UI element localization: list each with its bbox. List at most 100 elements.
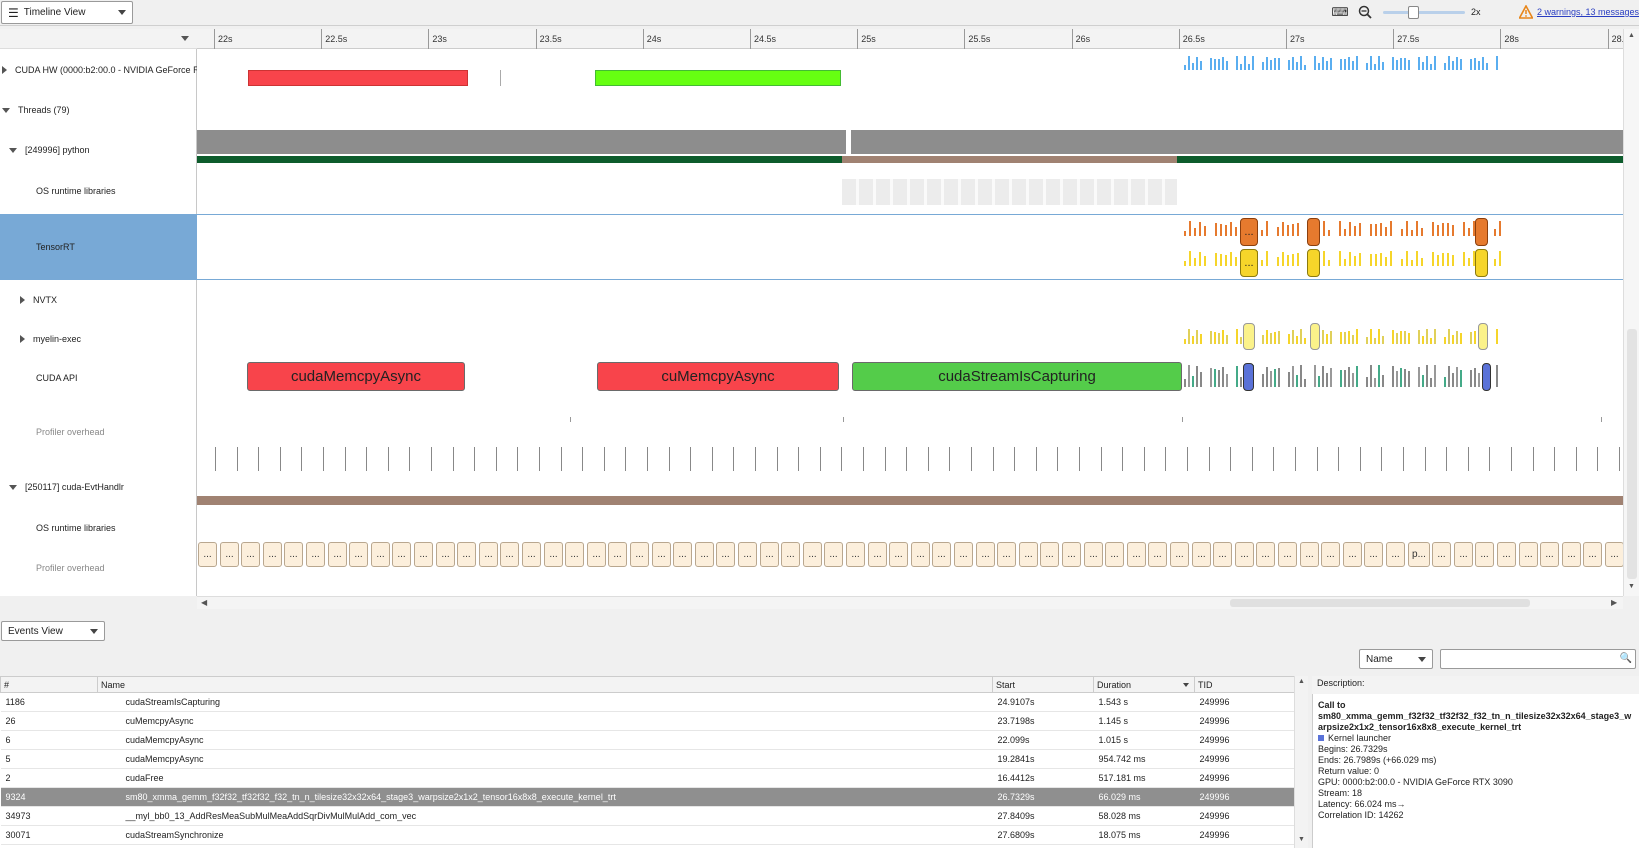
myelin-range-bar[interactable] (1296, 336, 1298, 344)
tensorrt-range-bar[interactable] (1473, 251, 1475, 266)
evt-os-runtime-cell[interactable]: ... (716, 542, 735, 567)
myelin-range-bar[interactable] (1236, 329, 1238, 344)
evt-os-runtime-cell[interactable]: ... (1386, 542, 1405, 567)
evt-os-runtime-cell[interactable]: ... (1127, 542, 1146, 567)
myelin-range-bar[interactable] (1352, 335, 1354, 344)
evt-os-runtime-cell[interactable]: ... (544, 542, 563, 567)
tensorrt-range-bar[interactable] (1432, 222, 1434, 236)
cuda-api-call-bar[interactable] (1382, 375, 1384, 387)
cuda-api-cuMemcpyAsync[interactable]: cuMemcpyAsync (597, 362, 839, 391)
tensorrt-range-bar[interactable] (1328, 260, 1330, 266)
expand-arrow-icon[interactable] (20, 335, 25, 343)
evt-os-runtime-cell[interactable]: ... (349, 542, 368, 567)
tensorrt-range-bar[interactable] (1390, 251, 1392, 266)
warnings-link[interactable]: 2 warnings, 13 messages (1537, 7, 1639, 17)
tensorrt-range-bar[interactable] (1277, 257, 1279, 266)
cuda-hw-kernel-bar[interactable] (1184, 65, 1186, 70)
evt-os-runtime-cell[interactable]: ... (1364, 542, 1383, 567)
tensorrt-range-bar[interactable] (1184, 261, 1186, 266)
myelin-range-bar[interactable] (1344, 332, 1346, 344)
evt-os-runtime-cell[interactable]: ... (846, 542, 865, 567)
tensorrt-range-bar[interactable] (1452, 225, 1454, 236)
cuda-hw-kernel-bar[interactable] (1314, 56, 1316, 70)
myelin-range-bar[interactable] (1496, 329, 1498, 344)
cuda-api-call-bar[interactable] (1378, 365, 1380, 387)
cuda-hw-kernel-bar[interactable] (1374, 64, 1376, 70)
cuda-hw-kernel-bar[interactable] (1422, 62, 1424, 70)
cuda-api-call-bar[interactable] (1218, 370, 1220, 387)
cuda-hw-kernel-bar[interactable] (1244, 56, 1246, 70)
table-row[interactable]: 30071 cudaStreamSynchronize 27.6809s 18.075… (0, 825, 1294, 845)
cuda-api-call-bar[interactable] (1270, 371, 1272, 387)
tensorrt-range-bar[interactable] (1282, 222, 1284, 236)
myelin-range-bar[interactable] (1400, 331, 1402, 344)
myelin-range-bar[interactable] (1218, 333, 1220, 344)
scroll-up-icon[interactable]: ▲ (1298, 678, 1305, 685)
myelin-range-bar[interactable] (1222, 330, 1224, 344)
evt-os-runtime-cell[interactable]: ... (500, 542, 519, 567)
tensorrt-range-bar[interactable] (1199, 252, 1201, 266)
cuda-hw-kernel-bar[interactable] (1252, 56, 1254, 70)
myelin-range-bar[interactable] (1452, 335, 1454, 344)
evt-os-runtime-cell[interactable]: ... (803, 542, 822, 567)
cuda-api-call-bar[interactable] (1470, 370, 1472, 387)
myelin-range-bar[interactable] (1262, 335, 1264, 344)
myelin-range-bar[interactable] (1326, 334, 1328, 344)
evt-os-runtime-cell[interactable]: ... (328, 542, 347, 567)
tensorrt-range-bar[interactable] (1421, 258, 1423, 266)
tensorrt-range-bar[interactable] (1230, 252, 1232, 266)
myelin-range-1[interactable] (1243, 323, 1255, 350)
cuda-api-call-bar[interactable] (1322, 366, 1324, 387)
evt-os-runtime-cell[interactable]: ... (868, 542, 887, 567)
cuda-hw-kernel-bar[interactable] (1330, 58, 1332, 70)
evt-os-runtime-cell[interactable]: ... (673, 542, 692, 567)
evt-os-runtime-cell[interactable]: ... (1497, 542, 1516, 567)
tensorrt-range-bar[interactable] (1494, 229, 1496, 236)
cuda-api-call-bar[interactable] (1262, 374, 1264, 387)
evt-os-runtime-cell[interactable]: ... (1235, 542, 1254, 567)
tensorrt-range-bar[interactable] (1287, 255, 1289, 266)
tensorrt-range-bar[interactable] (1499, 251, 1501, 266)
tensorrt-range-bar[interactable] (1442, 253, 1444, 266)
myelin-range-bar[interactable] (1274, 332, 1276, 344)
evt-os-runtime-cell[interactable]: ... (1040, 542, 1059, 567)
evt-os-runtime-cell[interactable]: ... (1105, 542, 1124, 567)
cuda-api-call-bar[interactable] (1196, 366, 1198, 387)
table-row[interactable]: 1186 cudaStreamIsCapturing 24.9107s 1.543 s… (0, 692, 1294, 712)
tensorrt-range-bar[interactable] (1194, 258, 1196, 266)
row-profiler-overhead-2[interactable]: Profiler overhead (0, 549, 197, 587)
evt-os-runtime-cell[interactable]: ... (220, 542, 239, 567)
myelin-range-bar[interactable] (1460, 333, 1462, 344)
vertical-scroll-thumb[interactable] (1627, 329, 1637, 579)
scroll-down-icon[interactable]: ▼ (1628, 583, 1635, 590)
tensorrt-range-bar[interactable] (1468, 258, 1470, 266)
tensorrt-range-yellow-1[interactable]: ... (1240, 249, 1258, 277)
row-os-runtime-2[interactable]: OS runtime libraries (0, 508, 197, 548)
tensorrt-range-bar[interactable] (1385, 257, 1387, 266)
tensorrt-range-bar[interactable] (1380, 253, 1382, 266)
cuda-api-call-bar[interactable] (1348, 367, 1350, 387)
tensorrt-range-yellow-3[interactable] (1475, 249, 1488, 277)
tensorrt-range-bar[interactable] (1385, 227, 1387, 236)
zoom-out-icon[interactable] (1355, 3, 1375, 21)
cuda-hw-kernel-bar[interactable] (1292, 57, 1294, 70)
evt-os-runtime-cell[interactable]: ... (587, 542, 606, 567)
table-row[interactable]: 34973 __myl_bb0_13_AddResMeaSubMulMeaAddS… (0, 806, 1294, 826)
horizontal-scroll-thumb[interactable] (1230, 599, 1530, 607)
cuda-hw-kernel-bar[interactable] (1222, 57, 1224, 70)
cuda-api-call-bar[interactable] (1192, 376, 1194, 387)
myelin-range-bar[interactable] (1192, 336, 1194, 344)
evt-os-runtime-cell[interactable]: ... (997, 542, 1016, 567)
cuda-hw-kernel-bar[interactable] (1210, 58, 1212, 70)
cuda-hw-kernel-bar[interactable] (1452, 61, 1454, 70)
cuda-api-call-bar[interactable] (1444, 377, 1446, 387)
myelin-range-bar[interactable] (1214, 332, 1216, 344)
cuda-api-call-bar[interactable] (1300, 365, 1302, 387)
tensorrt-range-bar[interactable] (1452, 255, 1454, 266)
cuda-api-call-bar[interactable] (1210, 368, 1212, 387)
myelin-range-bar[interactable] (1288, 334, 1290, 344)
zoom-slider-thumb[interactable] (1407, 6, 1419, 19)
search-column-dropdown[interactable]: Name (1359, 649, 1433, 669)
cuda-api-call-bar[interactable] (1370, 365, 1372, 387)
zoom-slider[interactable] (1383, 6, 1465, 20)
